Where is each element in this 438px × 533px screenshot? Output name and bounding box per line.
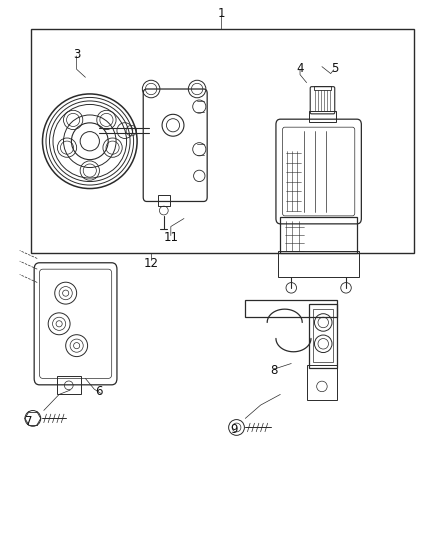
Text: 9: 9 (230, 423, 238, 435)
Bar (57, 376, 81, 394)
Text: 7: 7 (25, 415, 32, 427)
Text: 8: 8 (270, 364, 277, 377)
Text: 11: 11 (163, 231, 178, 244)
Bar (31, 29, 414, 253)
Bar (280, 217, 357, 253)
Text: 6: 6 (95, 385, 102, 398)
Bar (278, 251, 359, 277)
Text: 3: 3 (73, 48, 80, 61)
Bar (309, 111, 336, 122)
Bar (245, 300, 337, 317)
Bar (314, 86, 331, 90)
Bar (307, 365, 337, 400)
Text: 12: 12 (144, 257, 159, 270)
Text: 4: 4 (296, 62, 304, 75)
Bar (158, 195, 170, 206)
Bar (309, 304, 337, 368)
Text: 5: 5 (332, 62, 339, 75)
Bar (313, 309, 333, 362)
Text: 1: 1 (217, 7, 225, 20)
